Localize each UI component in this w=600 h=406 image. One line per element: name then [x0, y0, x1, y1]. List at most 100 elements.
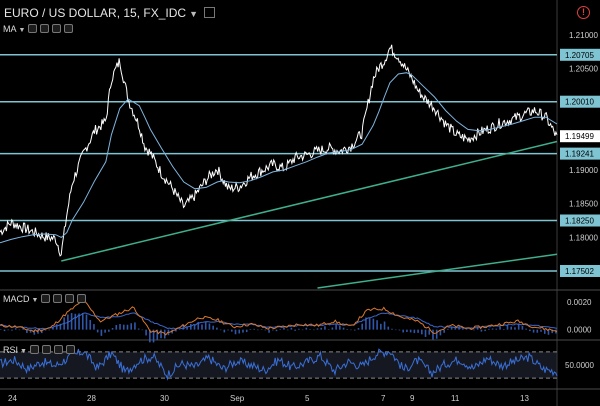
macd-histogram-bar [253, 328, 255, 330]
macd-label[interactable]: MACD [3, 294, 30, 304]
macd-histogram-bar [435, 329, 438, 339]
trend-line-1[interactable] [317, 253, 558, 289]
macd-histogram-bar [152, 329, 155, 343]
time-axis[interactable]: 24 28 30 Sep 5 7 9 11 13 [8, 394, 529, 403]
symbol-title[interactable]: EURO / US DOLLAR, 15, FX_IDC [4, 6, 187, 20]
macd-histogram-bar [219, 329, 222, 331]
rsi-label[interactable]: RSI [3, 345, 19, 355]
macd-histogram-bar [335, 324, 337, 330]
macd-histogram-bar [294, 329, 296, 331]
macd-histogram-bar [387, 326, 390, 330]
macd-dropdown-icon[interactable]: ▼ [31, 297, 39, 304]
ma-add-icon[interactable] [52, 24, 62, 33]
macd-histogram-bar [327, 329, 330, 330]
macd-histogram-bar [260, 329, 263, 330]
macd-histogram-bar [428, 329, 431, 335]
rsi-pane[interactable] [0, 348, 558, 381]
macd-histogram-bar [204, 321, 207, 330]
macd-histogram-bar [178, 329, 181, 330]
rsi-visibility-icon[interactable] [29, 345, 39, 354]
compare-toggle-icon[interactable] [203, 7, 215, 18]
macd-visibility-icon[interactable] [41, 294, 51, 303]
chart-header: EURO / US DOLLAR, 15, FX_IDC ▼ [4, 6, 215, 20]
trend-line-0[interactable] [61, 140, 558, 262]
macd-histogram-bar [331, 327, 334, 330]
macd-histogram-bar [134, 322, 136, 330]
macd-histogram-bar [197, 321, 200, 330]
macd-histogram-bar [413, 329, 416, 334]
time-tick-label: 7 [381, 394, 386, 403]
macd-histogram-bar [357, 328, 360, 330]
main-pane[interactable] [0, 44, 558, 289]
macd-histogram-bar [249, 328, 252, 330]
macd-histogram-bar [525, 328, 527, 330]
symbol-dropdown-icon[interactable]: ▼ [189, 9, 198, 19]
price-tick-label: 1.21000 [569, 31, 598, 40]
macd-histogram-bar [22, 328, 24, 330]
macd-histogram-bar [141, 329, 144, 331]
ma-visibility-icon[interactable] [28, 24, 38, 33]
macd-pane[interactable] [0, 298, 558, 343]
macd-histogram-bar [450, 327, 453, 330]
macd-histogram-bar [93, 324, 95, 330]
macd-histogram-bar [130, 323, 133, 330]
price-axis[interactable]: 1.210001.205001.200001.195001.190001.185… [560, 31, 600, 370]
ma-label[interactable]: MA [3, 24, 17, 34]
macd-histogram-bar [398, 329, 401, 331]
macd-remove-icon[interactable] [77, 294, 87, 303]
macd-histogram-bar [502, 329, 505, 330]
macd-histogram-bar [312, 329, 315, 331]
level-price-tag [560, 214, 600, 227]
macd-histogram-bar [324, 326, 326, 330]
macd-histogram-bar [40, 329, 43, 334]
macd-histogram-bar [551, 329, 554, 334]
macd-histogram-bar [208, 323, 211, 330]
macd-histogram-bar [409, 329, 412, 333]
rsi-settings-icon[interactable] [41, 345, 51, 354]
macd-add-icon[interactable] [65, 294, 75, 303]
time-tick-label: 9 [410, 394, 415, 403]
rsi-add-icon[interactable] [53, 345, 63, 354]
macd-histogram-bar [190, 323, 192, 330]
macd-histogram-bar [74, 313, 77, 330]
macd-histogram-bar [7, 329, 10, 331]
level-price-tag [560, 95, 600, 108]
macd-histogram-bar [145, 329, 147, 336]
macd-histogram-bar [3, 329, 6, 332]
ma-settings-icon[interactable] [40, 24, 50, 33]
macd-histogram-bar [529, 329, 531, 332]
ma-series-line [0, 72, 558, 244]
macd-histogram-bar [417, 329, 419, 333]
macd-histogram-bar [298, 328, 300, 330]
macd-histogram-bar [406, 329, 408, 333]
macd-histogram-bar [383, 321, 386, 330]
macd-histogram-bar [81, 313, 84, 330]
macd-histogram-bar [368, 317, 371, 330]
macd-histogram-bar [380, 323, 382, 330]
macd-histogram-bar [85, 314, 88, 330]
macd-histogram-bar [469, 329, 472, 330]
macd-histogram-bar [443, 329, 445, 333]
macd-histogram-bar [290, 327, 293, 330]
rsi-band [0, 351, 557, 379]
level-price-tag-label: 1.18250 [565, 217, 594, 226]
time-tick-label: 5 [305, 394, 310, 403]
time-tick-label: 11 [451, 394, 460, 403]
price-tick-label: 1.19000 [569, 166, 598, 175]
alert-icon[interactable]: ! [577, 6, 590, 19]
ma-dropdown-icon[interactable]: ▼ [18, 27, 26, 34]
rsi-dropdown-icon[interactable]: ▼ [20, 348, 27, 355]
rsi-remove-icon[interactable] [65, 345, 75, 354]
macd-histogram-bar [70, 313, 73, 330]
macd-histogram-bar [305, 327, 308, 330]
macd-histogram-bar [149, 329, 151, 343]
macd-histogram-bar [339, 325, 341, 330]
macd-histogram-bar [465, 328, 468, 330]
macd-histogram-bar [268, 329, 270, 333]
price-tick-label: 1.18000 [569, 233, 598, 242]
macd-histogram-bar [495, 328, 498, 330]
ma-remove-icon[interactable] [64, 24, 74, 33]
macd-settings-icon[interactable] [53, 294, 63, 303]
macd-histogram-bar [119, 324, 121, 330]
